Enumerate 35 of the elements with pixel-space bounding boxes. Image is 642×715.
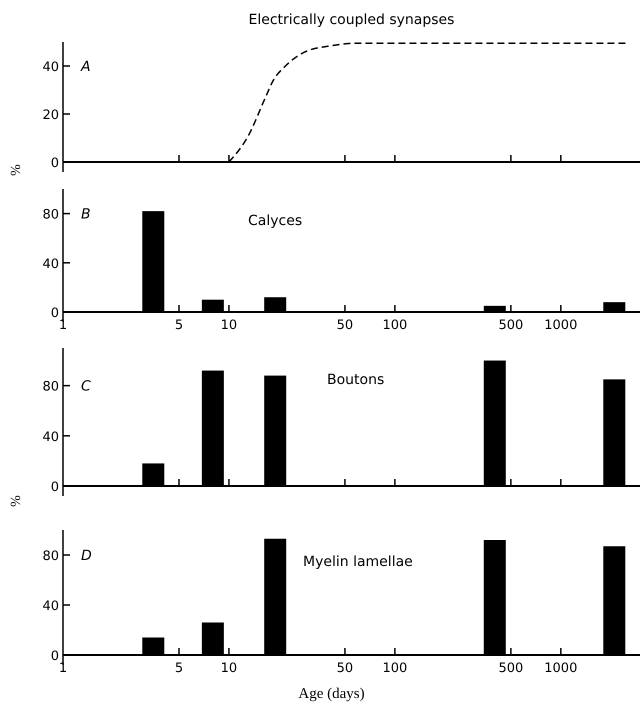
chart-title: Electrically coupled synapses (248, 12, 454, 28)
y-axis-title: % (9, 164, 24, 176)
x-tick-label: 1000 (544, 661, 578, 676)
y-tick-label: 40 (42, 599, 59, 614)
y-tick-label: 0 (50, 306, 59, 321)
text: Calyces (248, 213, 302, 229)
y-tick-label: 80 (42, 380, 59, 395)
annotation: B (81, 206, 91, 223)
y-tick-label: 20 (42, 108, 59, 123)
y-tick-label: 0 (50, 649, 59, 664)
x-tick-label: 50 (336, 661, 354, 676)
x-tick-label: 1000 (544, 318, 578, 333)
y-tick-label: 40 (42, 60, 59, 75)
x-tick-label: 500 (498, 318, 524, 333)
text: Boutons (327, 372, 384, 388)
annotation: D (81, 548, 92, 564)
x-tick-label: 5 (174, 661, 184, 676)
x-tick-label: 500 (498, 661, 524, 676)
text: Myelin lamellae (303, 554, 413, 570)
y-tick-label: 40 (42, 430, 59, 445)
x-tick-label: 100 (382, 318, 408, 333)
x-tick-label: 10 (220, 318, 238, 333)
y-tick-label: 0 (50, 480, 59, 495)
y-tick-label: 0 (50, 156, 59, 171)
annotation: A (80, 59, 91, 75)
y-tick-label: 80 (42, 208, 59, 223)
x-tick-label: 100 (382, 661, 408, 676)
y-tick-label: 80 (42, 549, 59, 564)
x-tick-label: 50 (336, 318, 354, 333)
y-axis-title: % (9, 494, 24, 507)
x-tick-label: 5 (174, 318, 184, 333)
x-axis-title: Age (days) (298, 686, 365, 702)
y-tick-label: 40 (42, 256, 59, 272)
annotation: C (81, 378, 91, 395)
x-tick-label: 10 (220, 661, 238, 676)
